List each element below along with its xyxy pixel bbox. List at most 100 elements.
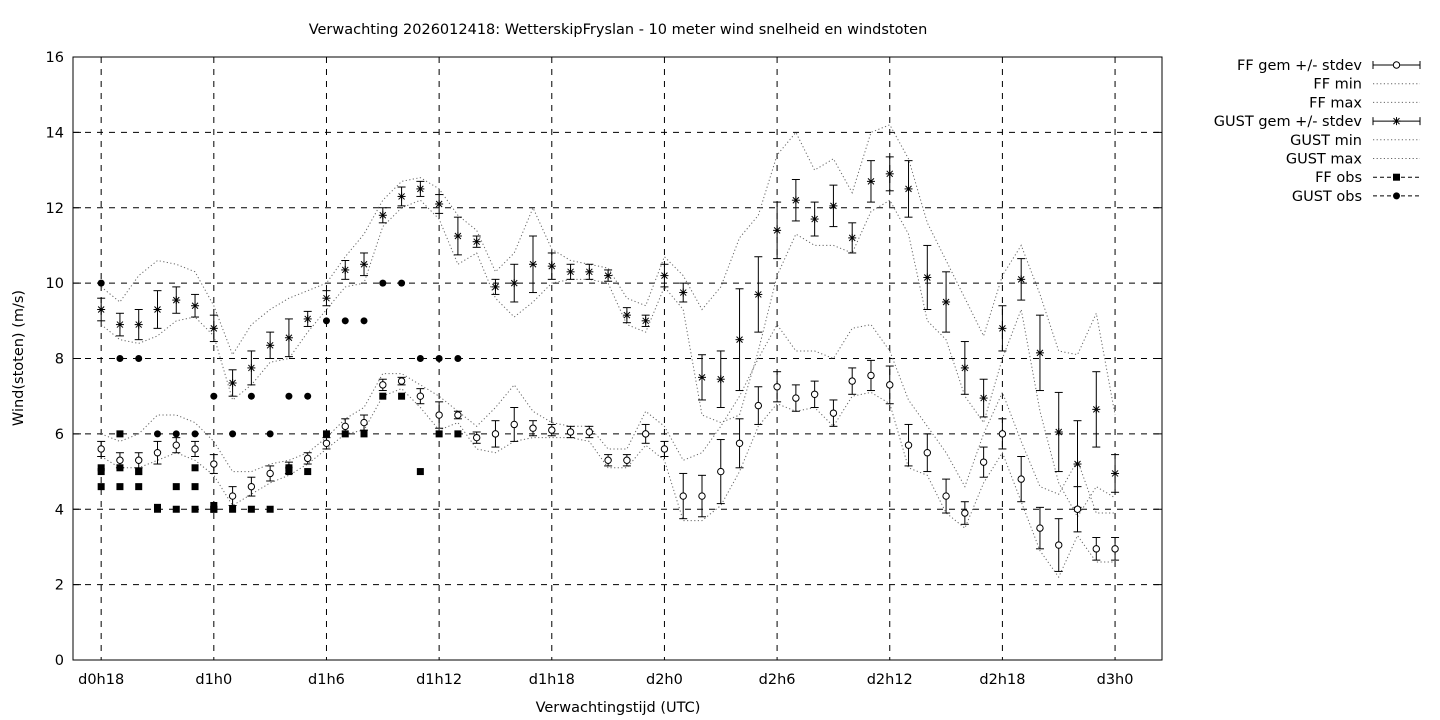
- gust-mean-point-stroke: [323, 294, 330, 302]
- legend-label: FF gem +/- stdev: [1237, 58, 1362, 74]
- gust-obs-point: [454, 355, 462, 362]
- y-tick-label: 8: [55, 352, 64, 368]
- gust-mean-point-stroke: [642, 317, 650, 325]
- gust-mean-point: [735, 335, 744, 344]
- ff-mean-point: [886, 381, 894, 389]
- ff-obs-point: [266, 505, 274, 513]
- x-tick-label: d1h12: [416, 672, 462, 688]
- ff-obs-point: [172, 483, 180, 491]
- gust-mean-point: [1035, 348, 1044, 357]
- gust-mean-point: [510, 279, 519, 288]
- gust-mean-point-stroke: [248, 364, 255, 372]
- gust-obs-point: [116, 355, 124, 362]
- ff-obs-point: [360, 430, 368, 438]
- gust-mean-point-stroke: [848, 234, 856, 242]
- x-tick-label: d0h18: [78, 672, 124, 688]
- ff-mean-point: [679, 492, 687, 500]
- gust-obs-point: [435, 355, 443, 362]
- gust-mean-point: [491, 282, 500, 291]
- gust-mean-point-stroke: [679, 289, 687, 296]
- ff-obs-point: [285, 468, 293, 476]
- x-tick-label: d1h6: [308, 672, 345, 688]
- gust-mean-point-stroke: [886, 170, 894, 178]
- gust-mean-point: [1092, 405, 1101, 414]
- gust-mean-point-stroke: [154, 306, 161, 313]
- gust-mean-point-stroke: [492, 283, 499, 291]
- ff-obs-point: [454, 430, 462, 438]
- gust-obs-point: [360, 317, 368, 325]
- gust-mean-point: [848, 233, 857, 242]
- gust-mean-point: [228, 378, 237, 387]
- ff-mean-point: [247, 482, 256, 491]
- gust-mean-point-stroke: [398, 193, 405, 200]
- x-tick-label: d2h18: [979, 672, 1025, 688]
- gust-mean-point: [1073, 460, 1082, 469]
- gust-obs-point: [153, 430, 161, 438]
- gust-mean-point-stroke: [811, 215, 819, 223]
- ff-obs-point: [116, 464, 124, 472]
- legend-item-gust-mean: GUST gem +/- stdev: [1214, 114, 1421, 130]
- ff-obs-point: [322, 430, 330, 438]
- ff-mean-point: [773, 383, 781, 391]
- ff-mean-point: [660, 445, 669, 453]
- gust-mean-point: [284, 333, 293, 342]
- plot-series: [97, 124, 1120, 579]
- x-tick-labels: d0h18 d1h0 d1h6 d1h12 d1h18 d2h0 d2h6 d2h12 d2h1…: [78, 672, 1133, 688]
- ff-obs-point: [135, 468, 143, 476]
- legend-marker: [1392, 61, 1401, 69]
- gust-mean-point: [115, 320, 124, 329]
- gust-obs-point: [322, 317, 330, 325]
- legend-label: GUST gem +/- stdev: [1214, 114, 1363, 130]
- gust-mean-point: [866, 177, 875, 186]
- ff-mean-point: [942, 492, 950, 500]
- gust-mean-point-stroke: [172, 296, 180, 304]
- ff-mean-point: [454, 411, 462, 419]
- ff-min-line: [100, 388, 1116, 579]
- gust-obs-point: [247, 392, 255, 400]
- ff-mean-point: [172, 441, 180, 449]
- ff-mean-point: [848, 377, 856, 385]
- gust-mean-point: [153, 305, 162, 314]
- legend-item-gust-max: GUST max: [1286, 152, 1420, 168]
- x-tick-label: d2h12: [867, 672, 913, 688]
- gust-mean-point: [247, 363, 256, 372]
- gust-obs-point: [379, 279, 387, 287]
- legend-item-ff-obs: FF obs: [1315, 170, 1420, 186]
- gust-mean-point-stroke: [604, 272, 612, 279]
- ff-obs-point: [135, 483, 143, 491]
- y-tick-labels: 0 2 4 6 8 10 12 14 16: [46, 50, 64, 669]
- gust-obs-point: [341, 317, 349, 325]
- legend-label: GUST obs: [1292, 189, 1362, 205]
- chart-title: Verwachting 2026012418: WetterskipFrysla…: [309, 22, 928, 38]
- gust-mean-point-stroke: [473, 238, 481, 246]
- ff-mean-point: [491, 430, 500, 438]
- gust-min-line: [100, 199, 1116, 518]
- gust-mean-point-stroke: [379, 211, 387, 219]
- gust-mean-point: [453, 232, 462, 241]
- ff-obs-point: [116, 430, 124, 438]
- ff-mean-point: [191, 445, 199, 453]
- gust-mean-point-stroke: [285, 334, 293, 342]
- ff-obs-point: [116, 483, 124, 491]
- gust-mean-point-stroke: [529, 260, 537, 268]
- ff-mean-point: [604, 456, 612, 464]
- gust-mean-point: [529, 260, 538, 269]
- legend-label: GUST min: [1290, 133, 1362, 149]
- gust-mean-point: [754, 290, 763, 299]
- gust-obs-point: [398, 279, 406, 287]
- y-tick-label: 0: [55, 653, 64, 669]
- gust-mean-point: [960, 363, 969, 372]
- gust-obs-point: [416, 355, 424, 362]
- gust-mean-point-stroke: [698, 373, 706, 381]
- gust-mean-point-stroke: [999, 324, 1006, 332]
- gust-mean-point: [97, 305, 106, 314]
- ff-mean-point: [867, 371, 875, 380]
- gust-mean-point: [979, 394, 988, 403]
- gust-mean-point-stroke: [266, 341, 274, 349]
- ff-mean-point: [529, 424, 537, 432]
- ff-mean-point: [416, 392, 425, 400]
- gust-mean-point: [773, 226, 782, 235]
- y-tick-label: 12: [46, 201, 64, 217]
- ff-mean-point: [472, 433, 481, 442]
- y-tick-label: 6: [55, 427, 64, 443]
